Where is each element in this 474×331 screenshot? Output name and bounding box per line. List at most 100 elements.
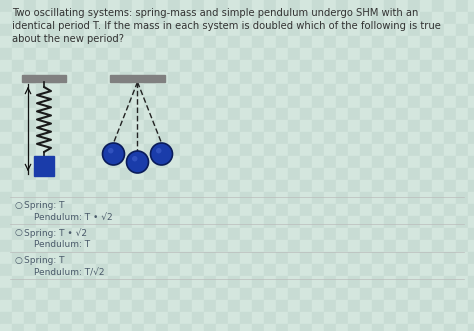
Bar xyxy=(408,156,420,168)
Bar xyxy=(432,48,444,60)
Bar xyxy=(276,168,288,180)
Bar xyxy=(72,240,84,252)
Bar xyxy=(216,156,228,168)
Bar xyxy=(264,132,276,144)
Bar xyxy=(264,24,276,36)
Bar xyxy=(132,60,144,72)
Bar xyxy=(372,276,384,288)
Bar xyxy=(300,240,312,252)
Bar xyxy=(228,108,240,120)
Bar xyxy=(240,204,252,216)
Bar xyxy=(0,288,12,300)
Bar xyxy=(408,288,420,300)
Bar xyxy=(72,180,84,192)
Bar xyxy=(288,300,300,312)
Bar xyxy=(72,96,84,108)
Bar xyxy=(288,228,300,240)
Bar xyxy=(252,168,264,180)
Bar xyxy=(288,60,300,72)
Bar xyxy=(360,324,372,331)
Bar xyxy=(264,264,276,276)
Bar xyxy=(252,276,264,288)
Bar xyxy=(324,264,336,276)
Bar xyxy=(96,120,108,132)
Bar xyxy=(120,144,132,156)
Bar xyxy=(228,144,240,156)
Bar xyxy=(324,72,336,84)
Bar xyxy=(468,192,474,204)
Bar xyxy=(444,180,456,192)
Bar xyxy=(300,96,312,108)
Bar xyxy=(420,132,432,144)
Bar xyxy=(84,216,96,228)
Bar xyxy=(336,72,348,84)
Bar xyxy=(456,60,468,72)
Bar xyxy=(132,72,144,84)
Bar xyxy=(408,12,420,24)
Bar xyxy=(408,300,420,312)
Bar xyxy=(108,312,120,324)
Bar xyxy=(12,168,24,180)
Bar xyxy=(156,324,168,331)
Bar xyxy=(444,144,456,156)
Bar xyxy=(204,0,216,12)
Bar xyxy=(252,132,264,144)
Bar xyxy=(252,72,264,84)
Bar xyxy=(348,96,360,108)
Bar xyxy=(216,324,228,331)
Bar xyxy=(384,276,396,288)
Bar xyxy=(264,312,276,324)
Bar xyxy=(444,108,456,120)
Bar xyxy=(240,240,252,252)
Bar xyxy=(348,60,360,72)
Bar xyxy=(288,240,300,252)
Bar xyxy=(384,168,396,180)
Bar xyxy=(216,132,228,144)
Bar xyxy=(408,36,420,48)
Bar xyxy=(84,252,96,264)
Bar xyxy=(180,120,192,132)
Bar xyxy=(156,204,168,216)
Bar xyxy=(372,60,384,72)
Bar xyxy=(168,180,180,192)
Bar xyxy=(228,264,240,276)
Bar xyxy=(132,252,144,264)
Bar xyxy=(96,96,108,108)
Bar xyxy=(132,216,144,228)
Bar xyxy=(456,192,468,204)
Bar xyxy=(444,36,456,48)
Bar xyxy=(324,60,336,72)
Bar xyxy=(216,120,228,132)
Bar xyxy=(60,180,72,192)
Bar xyxy=(420,276,432,288)
Bar xyxy=(396,48,408,60)
Bar xyxy=(420,72,432,84)
Bar xyxy=(48,204,60,216)
Bar xyxy=(96,108,108,120)
Bar xyxy=(444,204,456,216)
Bar xyxy=(24,72,36,84)
Bar xyxy=(372,180,384,192)
Bar xyxy=(264,180,276,192)
Bar xyxy=(324,84,336,96)
Bar xyxy=(216,36,228,48)
Bar xyxy=(48,252,60,264)
Text: ○: ○ xyxy=(15,256,23,265)
Bar xyxy=(48,156,60,168)
Bar xyxy=(468,312,474,324)
Bar xyxy=(444,72,456,84)
Bar xyxy=(72,108,84,120)
Bar xyxy=(432,36,444,48)
Bar xyxy=(156,228,168,240)
Bar xyxy=(144,168,156,180)
Bar xyxy=(156,24,168,36)
Circle shape xyxy=(151,143,173,165)
Bar xyxy=(180,48,192,60)
Bar xyxy=(48,144,60,156)
Bar xyxy=(24,216,36,228)
Bar xyxy=(456,48,468,60)
Bar xyxy=(408,264,420,276)
Bar xyxy=(36,24,48,36)
Bar xyxy=(288,144,300,156)
Bar xyxy=(72,84,84,96)
